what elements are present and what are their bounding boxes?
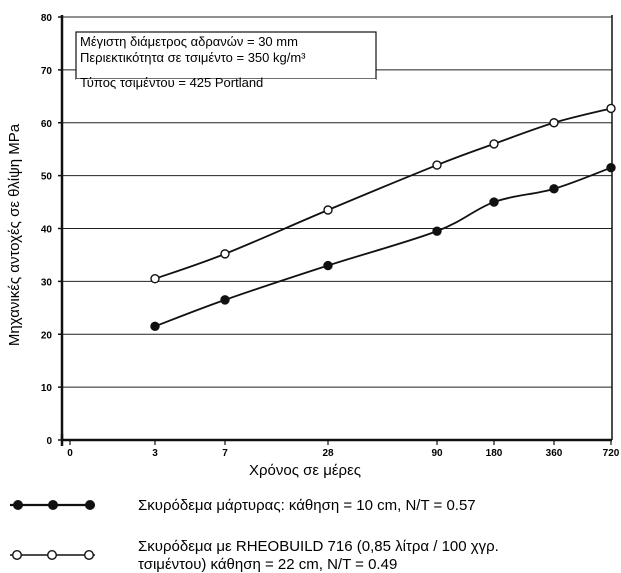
y-axis-label: Μηχανικές αντοχές σε θλίψη MPa — [6, 123, 23, 346]
x-tick-label: 28 — [322, 448, 334, 459]
data-point-filled — [220, 295, 230, 305]
legend-label-rheobuild-line2: τσιμέντου) κάθηση = 22 cm, N/T = 0.49 — [138, 556, 397, 573]
y-tick-label: 20 — [41, 330, 53, 341]
data-point-filled — [432, 226, 442, 236]
legend-label-rheobuild-line1: Σκυρόδεμα με RHEOBUILD 716 (0,85 λίτρα /… — [138, 538, 499, 555]
data-point-open — [150, 274, 160, 284]
y-tick-label: 30 — [41, 277, 53, 288]
data-point-open — [606, 103, 616, 114]
data-point-open — [549, 118, 559, 128]
info-line-3: Τύπος τσιμέντου = 425 Portland — [80, 75, 263, 90]
x-tick-label: 0 — [67, 448, 73, 459]
x-tick-label: 360 — [546, 448, 563, 459]
data-point-filled — [489, 197, 499, 207]
series-points — [150, 103, 616, 332]
legend-marker-open — [11, 550, 23, 561]
x-axis-label: Χρόνος σε μέρες — [249, 462, 361, 479]
y-tick-label: 0 — [46, 436, 52, 447]
data-point-filled — [549, 184, 559, 194]
info-box-top — [75, 31, 377, 80]
series-lines — [154, 107, 612, 328]
info-line-2: Περιεκτικότητα σε τσιμέντο = 350 kg/m³ — [80, 50, 306, 65]
y-tick-label: 80 — [41, 13, 53, 24]
legend-marker-filled — [85, 500, 95, 510]
data-point-open — [323, 205, 333, 215]
x-tick-label: 180 — [486, 448, 503, 459]
x-tick-label: 720 — [603, 448, 620, 459]
data-point-open — [220, 249, 230, 259]
info-box: Μέγιστη διάμετρος αδρανών = 30 mmΠεριεκτ… — [75, 31, 377, 93]
data-point-filled — [150, 321, 160, 332]
legend: Σκυρόδεμα μάρτυρας: κάθηση = 10 cm, N/T … — [10, 497, 499, 573]
data-point-filled — [323, 260, 333, 271]
x-tick-label: 7 — [222, 448, 228, 459]
data-point-open — [489, 139, 499, 149]
info-box-bottom — [76, 79, 376, 93]
legend-label-reference: Σκυρόδεμα μάρτυρας: κάθηση = 10 cm, N/T … — [138, 497, 476, 514]
y-tick-label: 40 — [41, 225, 53, 236]
y-tick-labels: 0 10 20 30 40 50 60 70 80 — [41, 13, 53, 447]
legend-marker-open — [47, 550, 58, 561]
legend-marker-open — [83, 550, 94, 561]
data-point-open — [432, 160, 442, 170]
y-tick-label: 10 — [41, 383, 53, 394]
legend-marker-filled — [13, 500, 23, 510]
x-tick-label: 90 — [431, 448, 443, 459]
x-tick-labels: 0 3 7 28 90 180 360 720 — [67, 448, 620, 459]
info-line-1: Μέγιστη διάμετρος αδρανών = 30 mm — [80, 34, 298, 49]
x-tick-label: 3 — [152, 448, 158, 459]
legend-marker-filled — [48, 500, 58, 510]
axes — [58, 15, 613, 446]
y-tick-label: 70 — [41, 66, 53, 77]
y-tick-label: 60 — [41, 119, 53, 130]
y-tick-label: 50 — [41, 172, 53, 183]
data-point-filled — [606, 162, 616, 173]
